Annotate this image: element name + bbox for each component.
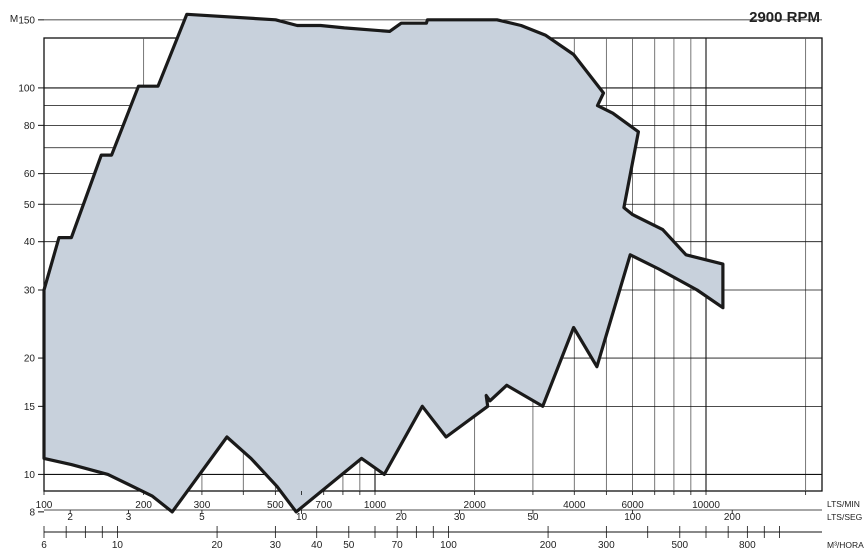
x-tick-label-lts-min: 6000	[621, 500, 644, 511]
x-tick-label-lts-min: 300	[194, 500, 211, 511]
x-tick-label-m3-hora: 500	[671, 540, 688, 551]
x-tick-label-lts-min: 700	[315, 500, 332, 511]
x-tick-label-m3-hora: 40	[311, 540, 323, 551]
x-axis-unit-lts-seg: LTS/SEG	[827, 512, 862, 522]
x-tick-label-lts-seg: 20	[396, 512, 408, 523]
x-tick-label-m3-hora: 6	[41, 540, 47, 551]
y-tick-label: 50	[24, 200, 36, 211]
x-axis-lts-min: 100 200 300 500 700 1000 2000 4000 6000 10000 LTS/…	[36, 491, 860, 511]
x-tick-label-lts-seg: 30	[454, 512, 466, 523]
x-axis-m3-hora: 6 10 20 30 40 50 70 100 200 300 500 800 M³/HORA	[41, 526, 864, 551]
x-tick-label-m3-hora: 800	[739, 540, 756, 551]
y-tick-label: 30	[24, 286, 36, 297]
y-tick-label: 10	[24, 470, 36, 481]
plot-area	[42, 12, 725, 514]
x-tick-label-lts-min: 100	[36, 500, 53, 511]
x-tick-label-m3-hora: 200	[540, 540, 557, 551]
x-tick-label-m3-hora: 10	[112, 540, 124, 551]
x-tick-label-m3-hora: 100	[440, 540, 457, 551]
y-tick-label: 60	[24, 169, 36, 180]
x-tick-label-lts-seg: 5	[199, 512, 205, 523]
x-tick-label-m3-hora: 300	[598, 540, 615, 551]
x-tick-label-lts-min: 4000	[563, 500, 586, 511]
x-tick-label-lts-min: 500	[267, 500, 284, 511]
x-tick-label-lts-seg: 200	[724, 512, 741, 523]
y-tick-label: 100	[18, 83, 35, 94]
y-tick-label: 80	[24, 121, 36, 132]
x-tick-label-m3-hora: 70	[392, 540, 404, 551]
x-tick-label-lts-seg: 10	[296, 512, 308, 523]
y-tick-label: 150	[18, 15, 35, 26]
x-tick-label-m3-hora: 50	[343, 540, 355, 551]
y-tick-label: 15	[24, 402, 36, 413]
y-tick-label: 40	[24, 237, 36, 248]
x-tick-label-lts-min: 10000	[692, 500, 720, 511]
chart-title: 2900 RPM	[749, 9, 820, 26]
x-tick-label-m3-hora: 30	[270, 540, 282, 551]
y-axis-label: M	[10, 14, 18, 25]
x-tick-label-lts-seg: 100	[624, 512, 641, 523]
y-tick-label: 8	[29, 507, 35, 518]
x-tick-label-lts-seg: 2	[67, 512, 73, 523]
y-tick-label: 20	[24, 354, 36, 365]
x-axis-unit-lts-min: LTS/MIN	[827, 499, 860, 509]
x-tick-label-lts-min: 200	[135, 500, 152, 511]
x-tick-label-lts-seg: 3	[126, 512, 132, 523]
x-tick-label-m3-hora: 20	[212, 540, 224, 551]
x-tick-label-lts-min: 1000	[364, 500, 387, 511]
y-axis: 8 10 15 20 30 40 50 60 80 100 150	[18, 15, 44, 518]
performance-envelope-area	[42, 12, 725, 514]
x-axis-unit-m3-hora: M³/HORA	[827, 540, 864, 550]
x-tick-label-lts-seg: 50	[527, 512, 539, 523]
x-tick-label-lts-min: 2000	[464, 500, 487, 511]
x-axis-lts-seg: 2 3 5 10 20 30 50 100 200 LTS/SEG	[44, 509, 862, 523]
